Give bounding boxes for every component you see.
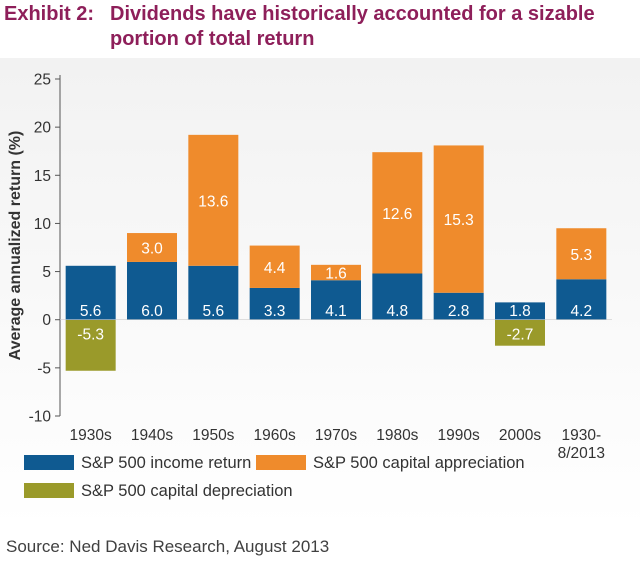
y-tick-label: 10 [34, 216, 52, 233]
data-label: -5.3 [77, 327, 104, 344]
data-label: 1.6 [325, 266, 347, 283]
bar-segment [65, 265, 116, 320]
bar-segment [127, 261, 177, 320]
y-tick-label: 5 [42, 264, 51, 281]
bar-segment [495, 302, 545, 320]
y-tick-label: 20 [34, 120, 52, 137]
x-tick-label: 1960s [254, 427, 296, 444]
x-tick-label: 1930s [70, 427, 112, 444]
data-label: 5.6 [80, 303, 102, 320]
bar-segment [433, 292, 484, 320]
data-label: 15.3 [444, 212, 474, 229]
data-label: 12.6 [382, 206, 412, 223]
bar-segment [433, 145, 484, 293]
y-tick-label: -5 [37, 360, 51, 377]
source-note: Source: Ned Davis Research, August 2013 [6, 537, 330, 556]
bar-segment [65, 319, 116, 371]
x-tick-label: 8/2013 [558, 445, 605, 462]
bar-segment [127, 233, 177, 262]
chart-title: Exhibit 2: Dividends have historically ac… [4, 2, 634, 52]
bar-segment [372, 273, 423, 320]
y-tick-label: 15 [34, 168, 51, 185]
data-label: 4.1 [325, 303, 347, 320]
data-label: 4.4 [264, 260, 286, 277]
bar-segment [556, 279, 607, 320]
y-tick-label: 25 [34, 72, 51, 89]
exhibit-label: Exhibit 2: [4, 3, 95, 25]
data-label: 4.2 [571, 303, 593, 320]
y-axis-title: Average annualized return (%) [7, 131, 24, 361]
data-label: 4.8 [387, 303, 409, 320]
legend-label: S&P 500 capital depreciation [81, 482, 293, 500]
data-label: 3.0 [141, 241, 163, 258]
stacked-bar-chart: -10 -5 0 5 10 15 20 25 Average annualized return… [7, 72, 612, 500]
x-tick-label: 2000s [499, 427, 541, 444]
legend-label: S&P 500 capital appreciation [313, 454, 525, 472]
data-label: 2.8 [448, 303, 470, 320]
bar-segment [311, 280, 361, 320]
data-label: 5.6 [203, 303, 225, 320]
data-label: 6.0 [141, 303, 163, 320]
data-label: 3.3 [264, 303, 286, 320]
y-tick-label: 0 [42, 312, 51, 329]
x-tick-label: 1940s [131, 427, 173, 444]
exhibit-title-text: Dividends have historically accounted fo… [110, 3, 595, 50]
x-tick-label: 1970s [315, 427, 357, 444]
x-tick-label: 1950s [192, 427, 234, 444]
data-label: -2.7 [507, 327, 534, 344]
legend-label: S&P 500 income return [81, 454, 251, 472]
legend-swatch [24, 483, 74, 498]
bar-segment [372, 152, 423, 274]
bar-segment [249, 245, 300, 288]
x-tick-label: 1980s [376, 427, 418, 444]
data-label: 5.3 [571, 247, 593, 264]
y-tick-label: -10 [29, 409, 52, 426]
bar-segment [311, 264, 361, 281]
data-label: 13.6 [198, 193, 228, 210]
x-tick-label: 1930- [562, 427, 602, 444]
bar-segment [249, 287, 300, 320]
x-tick-label: 1990s [438, 427, 480, 444]
legend-swatch [24, 455, 74, 470]
data-label: 1.8 [509, 303, 531, 320]
legend-swatch [256, 455, 306, 470]
bar-segment [495, 319, 545, 346]
bar-segment [188, 265, 239, 320]
bar-segment [188, 134, 239, 266]
bar-segment [556, 228, 607, 280]
